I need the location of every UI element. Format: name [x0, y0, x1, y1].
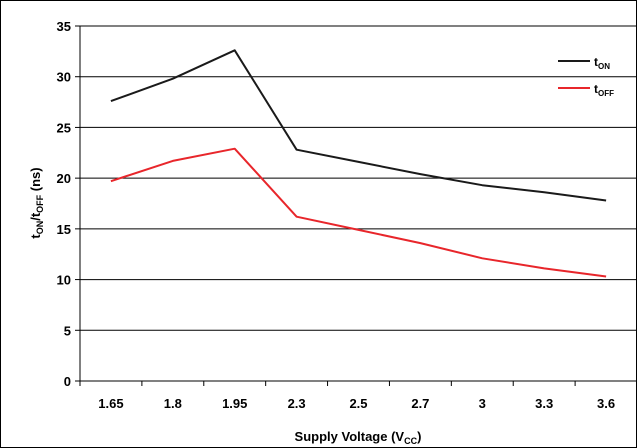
y-tick-label: 5 — [64, 323, 71, 338]
x-tick-label: 1.8 — [164, 396, 182, 411]
legend: tON tOFF — [558, 55, 614, 98]
x-tick-label: 1.65 — [98, 396, 123, 411]
series-line-tOFF — [110, 147, 607, 278]
x-tick-label: 2.5 — [349, 396, 367, 411]
y-tick-label: 25 — [57, 120, 71, 135]
y-tick-label: 0 — [64, 374, 71, 389]
series-lines — [110, 49, 607, 278]
x-tick-label: 2.7 — [411, 396, 429, 411]
legend-label-tON: tON — [594, 55, 610, 71]
axes: 0 5 10 15 20 25 30 35 1.65 1.8 1.95 2.3 2.5 2.7 3 3.3 3.… — [57, 19, 637, 411]
x-tick-label: 1.95 — [222, 396, 247, 411]
y-tick-label: 20 — [57, 171, 71, 186]
y-tick-label: 10 — [57, 273, 71, 288]
grid-lines — [80, 76, 637, 331]
legend-label-tOFF: tOFF — [594, 82, 614, 98]
x-tick-label: 3.3 — [535, 396, 553, 411]
y-axis-title: tON/tOFF (ns) — [28, 167, 45, 238]
series-line-tON — [110, 49, 607, 202]
y-tick-label: 35 — [57, 19, 71, 34]
x-tick-label: 3 — [479, 396, 486, 411]
plot-area — [79, 25, 637, 382]
x-tick-label: 3.6 — [597, 396, 615, 411]
x-axis-title: Supply Voltage (VCC) — [295, 429, 422, 446]
x-tick-label: 2.3 — [288, 396, 306, 411]
y-tick-label: 15 — [57, 222, 71, 237]
y-tick-label: 30 — [57, 70, 71, 85]
